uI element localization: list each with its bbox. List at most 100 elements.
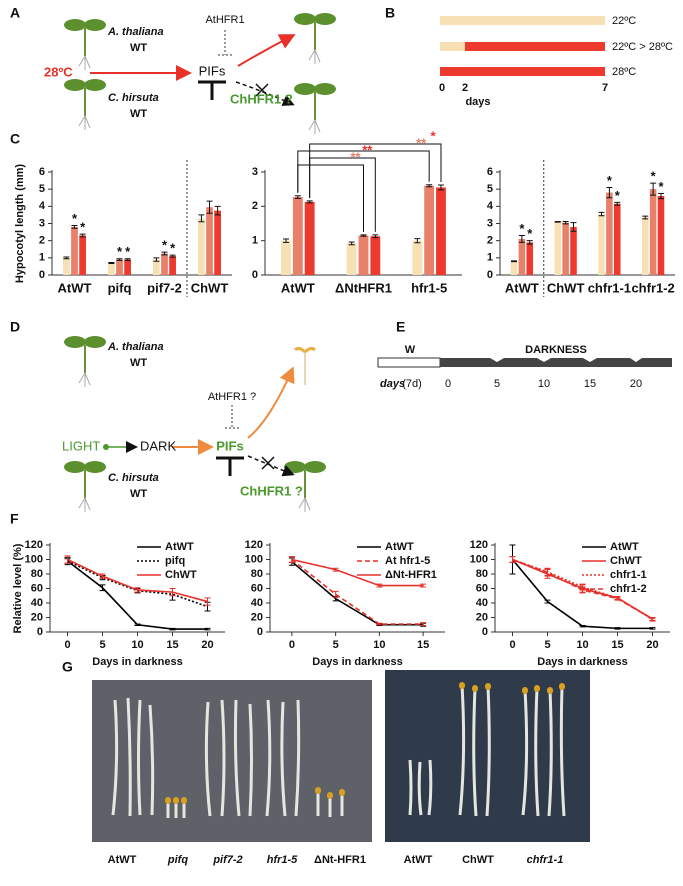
error-bar xyxy=(614,627,621,630)
error-bar xyxy=(288,556,295,563)
bar xyxy=(63,257,70,275)
error-bar xyxy=(420,622,427,626)
comparison-bracket xyxy=(309,143,442,198)
y-tick-label: 5 xyxy=(487,183,493,195)
plant-name: A. thaliana xyxy=(107,26,164,38)
x-tick-label: hfr1-5 xyxy=(411,280,447,295)
x-tick-label: 0 xyxy=(64,639,70,651)
error-bar xyxy=(116,258,123,261)
significance: * xyxy=(658,179,664,194)
regulator: AtHFR1 ? xyxy=(208,391,256,403)
bar xyxy=(304,201,315,275)
photo-right-part xyxy=(459,682,565,694)
bar xyxy=(562,222,569,275)
series-line xyxy=(67,560,208,608)
diagram-d-part xyxy=(293,346,317,385)
legend-label: ChWT xyxy=(165,569,197,581)
error-bar xyxy=(437,184,444,191)
panel-label: G xyxy=(62,659,73,675)
error-bar xyxy=(579,586,586,594)
bar xyxy=(649,189,657,275)
comparison-label: * xyxy=(430,128,436,143)
diagram-b-part xyxy=(440,16,605,25)
error-bar xyxy=(372,234,379,239)
inhibitor: ChHFR1 ? xyxy=(230,91,293,106)
panel-label: C xyxy=(10,131,20,147)
error-bar xyxy=(554,220,561,223)
legend-label: 22ºC xyxy=(612,15,636,27)
y-tick-label: 4 xyxy=(39,200,46,212)
y-tick-label: 2 xyxy=(487,235,493,247)
plant-name: C. hirsuta xyxy=(108,92,159,104)
y-tick-label: 2 xyxy=(252,200,258,212)
x-tick-label: 5 xyxy=(544,639,550,651)
tick-label: 20 xyxy=(630,378,642,390)
y-axis-label: Hypocotyl length (mm) xyxy=(14,164,26,284)
bar xyxy=(370,236,381,275)
diagram-d-part xyxy=(225,405,239,429)
error-bar xyxy=(544,568,551,577)
diagram-a-part xyxy=(293,12,337,65)
bar xyxy=(436,187,446,275)
error-bar xyxy=(376,622,383,626)
error-bar xyxy=(99,584,106,592)
plant-type: WT xyxy=(130,42,147,54)
bar xyxy=(292,197,303,275)
tick-label: 2 xyxy=(462,82,468,94)
diagram-d xyxy=(63,335,327,513)
error-bar xyxy=(544,599,551,604)
plant-type: WT xyxy=(130,357,147,369)
inhibitor: ChHFR1 ? xyxy=(240,483,303,498)
diagram-a-part xyxy=(218,30,232,56)
tick-label: 5 xyxy=(494,378,500,390)
error-bar xyxy=(642,215,649,220)
error-bar xyxy=(204,597,211,606)
diagram-a-part xyxy=(63,18,107,71)
diagram-a xyxy=(63,12,337,135)
diagram-b-part xyxy=(465,42,605,51)
series-line xyxy=(291,558,424,625)
error-bar xyxy=(332,567,339,572)
legend-label: 28ºC xyxy=(612,66,636,78)
y-tick-label: 40 xyxy=(476,597,488,609)
axis-label: days xyxy=(380,378,405,390)
comparison-bracket xyxy=(309,157,376,232)
error-bar xyxy=(169,588,176,597)
genotype-label: ChWT xyxy=(462,854,494,866)
legend-label: AtWT xyxy=(165,541,194,553)
y-tick-label: 3 xyxy=(39,217,45,229)
error-bar xyxy=(134,587,141,593)
error-bar xyxy=(161,251,168,256)
tick-label: 10 xyxy=(538,378,550,390)
comparison-label: ** xyxy=(350,149,361,164)
series-line xyxy=(291,558,424,587)
significance: * xyxy=(80,220,86,235)
x-tick-label: 5 xyxy=(99,639,105,651)
y-tick-label: 80 xyxy=(251,568,263,580)
y-tick-label: 0 xyxy=(39,269,45,281)
error-bar xyxy=(204,627,211,631)
comparison-label: ** xyxy=(416,135,427,150)
error-bar xyxy=(63,256,70,260)
y-tick-label: 120 xyxy=(25,539,43,551)
bar xyxy=(206,207,213,275)
error-bar xyxy=(614,201,621,206)
y-tick-label: 20 xyxy=(476,611,488,623)
y-tick-label: 0 xyxy=(252,269,258,281)
x-tick-label: 20 xyxy=(646,639,658,651)
y-tick-label: 40 xyxy=(31,597,43,609)
bar xyxy=(606,192,613,275)
error-bar xyxy=(511,260,517,263)
x-tick-label: pifq xyxy=(108,280,132,295)
y-tick-label: 3 xyxy=(252,166,258,178)
y-tick-label: 60 xyxy=(251,582,263,594)
bar xyxy=(554,221,562,275)
legend-label: chfr1-1 xyxy=(610,569,647,581)
tick-label: 0 xyxy=(439,82,445,94)
significance: * xyxy=(519,221,525,236)
error-bar xyxy=(414,238,421,244)
bar xyxy=(657,196,665,275)
error-bar xyxy=(169,627,176,631)
error-bar xyxy=(420,583,427,588)
